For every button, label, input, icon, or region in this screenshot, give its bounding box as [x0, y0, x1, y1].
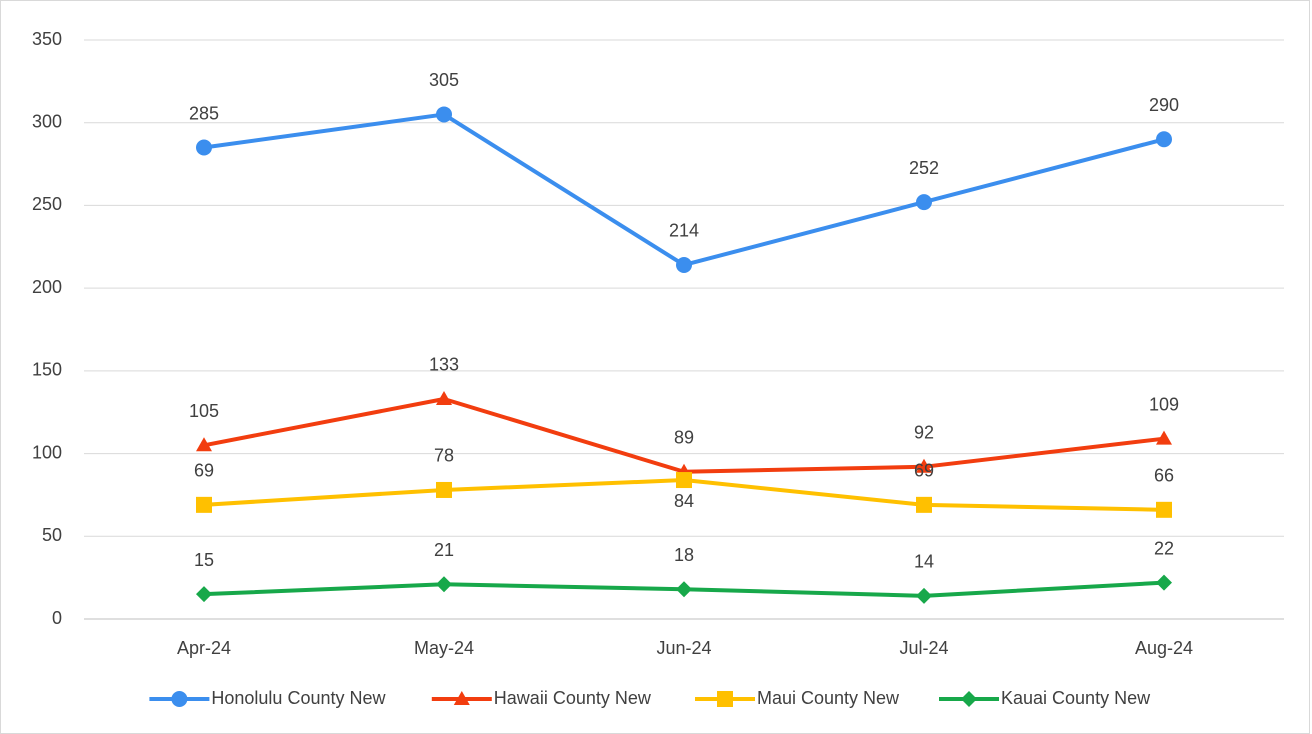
legend-marker	[453, 691, 470, 705]
data-label: 69	[194, 461, 214, 481]
data-point	[916, 458, 932, 473]
y-tick-label: 0	[52, 608, 62, 628]
x-tick-label: Jul-24	[899, 638, 948, 658]
legend-marker	[961, 691, 977, 707]
data-point	[196, 437, 212, 452]
data-label: 92	[914, 423, 934, 443]
data-label: 14	[914, 552, 934, 572]
data-point	[916, 496, 932, 513]
legend-marker	[171, 691, 188, 707]
y-tick-label: 200	[32, 277, 62, 297]
data-point	[676, 256, 692, 273]
y-tick-label: 250	[32, 194, 62, 214]
data-point	[916, 587, 932, 604]
y-tick-label: 50	[42, 525, 62, 545]
legend-label: Kauai County New	[1001, 688, 1151, 708]
data-label: 252	[909, 158, 939, 178]
data-point	[1156, 430, 1172, 445]
data-label: 290	[1149, 95, 1179, 115]
data-label: 89	[674, 428, 694, 448]
data-point	[436, 481, 452, 498]
x-tick-label: Apr-24	[177, 638, 231, 658]
data-point	[1156, 131, 1172, 148]
legend-label: Maui County New	[757, 688, 900, 708]
x-tick-label: May-24	[414, 638, 474, 658]
legend-marker	[717, 691, 733, 707]
data-point	[196, 496, 212, 513]
data-label: 105	[189, 401, 219, 421]
data-point	[676, 581, 692, 598]
data-label: 214	[669, 221, 699, 241]
data-label: 133	[429, 355, 459, 375]
data-point	[196, 586, 212, 603]
legend-label: Hawaii County New	[494, 688, 652, 708]
y-tick-label: 300	[32, 111, 62, 131]
data-label: 305	[429, 70, 459, 90]
data-point	[436, 576, 452, 593]
data-point	[436, 106, 452, 123]
legend-label: Honolulu County New	[211, 688, 386, 708]
data-label: 109	[1149, 394, 1179, 414]
data-label: 18	[674, 545, 694, 565]
data-point	[916, 194, 932, 211]
data-label: 78	[434, 446, 454, 466]
x-tick-label: Jun-24	[656, 638, 711, 658]
data-point	[676, 472, 692, 489]
data-label: 69	[914, 461, 934, 481]
data-point	[1156, 501, 1172, 518]
y-tick-label: 350	[32, 29, 62, 49]
data-label: 285	[189, 103, 219, 123]
data-point	[436, 390, 452, 405]
x-tick-label: Aug-24	[1135, 638, 1193, 658]
data-label: 66	[1154, 466, 1174, 486]
data-label: 84	[674, 491, 694, 511]
data-label: 21	[434, 540, 454, 560]
y-tick-label: 100	[32, 442, 62, 462]
y-tick-label: 150	[32, 360, 62, 380]
data-label: 15	[194, 550, 214, 570]
data-point	[196, 139, 212, 156]
data-label: 22	[1154, 538, 1174, 558]
data-point	[1156, 574, 1172, 591]
